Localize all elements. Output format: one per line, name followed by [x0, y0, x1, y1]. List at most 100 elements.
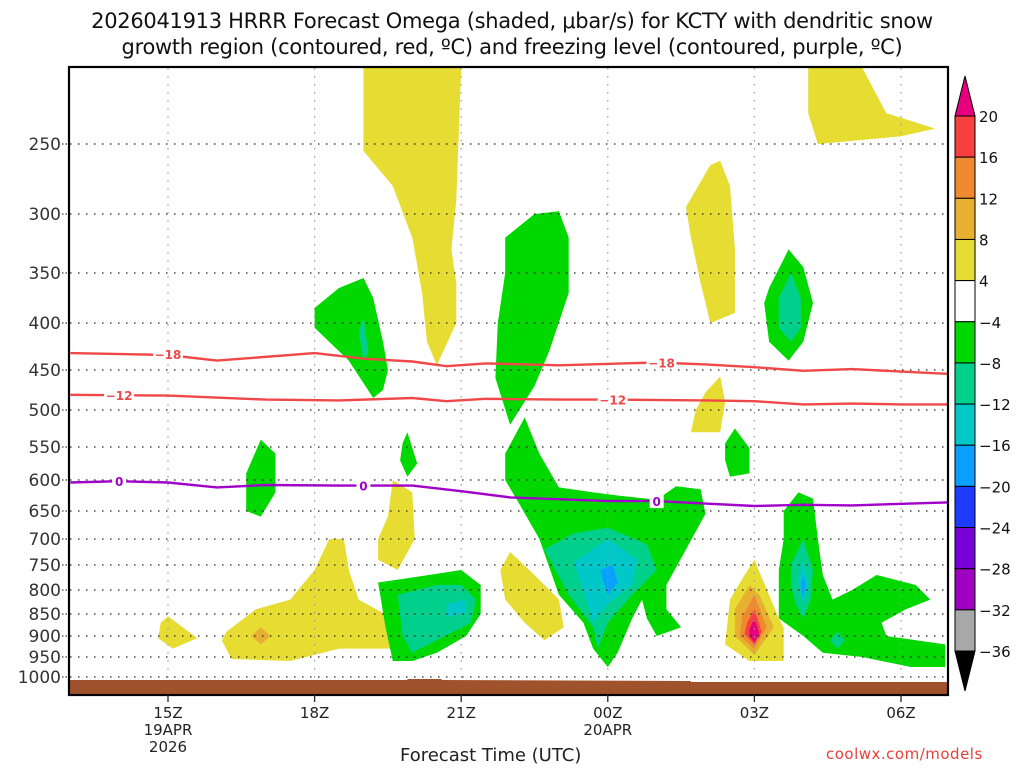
colorbar-swatch: [954, 238, 976, 282]
colorbar-label: 12: [979, 190, 998, 208]
omega-region-green-right-0400z: [778, 492, 945, 667]
x-tick-label: 00Z: [593, 704, 622, 722]
colorbar-swatch: [954, 403, 976, 446]
y-tick-label: 400: [29, 314, 61, 334]
y-tick-label: 250: [29, 135, 61, 155]
contour-label: −18: [155, 348, 182, 362]
y-tick-label: 850: [29, 605, 61, 625]
contour-label: −18: [648, 356, 675, 370]
contour-line-0: [70, 351, 947, 376]
colorbar-swatch: [954, 115, 976, 158]
chart-title: 2026041913 HRRR Forecast Omega (shaded, …: [0, 8, 1024, 60]
omega-region-green-550-0300z: [725, 428, 750, 477]
x-tick-label: 21Z: [447, 704, 476, 722]
omega-region-yellow-900-1530z: [158, 616, 198, 649]
omega-region-yellow-upper-19z: [363, 68, 462, 366]
colorbar-label: −16: [979, 437, 1011, 455]
omega-region-green-300-2230z: [495, 211, 569, 425]
x-tick-label: 15Z: [153, 704, 182, 722]
x-tick-date: 20APR: [583, 721, 632, 739]
colorbar-swatch: [954, 362, 976, 405]
grid: [70, 68, 947, 694]
y-tick-label: 350: [29, 264, 61, 284]
y-tick-label: 700: [29, 530, 61, 550]
y-tick-label: 650: [29, 502, 61, 522]
colorbar-label: −12: [979, 396, 1011, 414]
omega-region-green-400-1830z: [314, 278, 388, 398]
x-tick-year: 2026: [149, 738, 187, 756]
colorbar-over-triangle: [954, 75, 976, 117]
omega-region-blue-right-0400z: [800, 575, 806, 600]
contour-label-bg: [153, 347, 183, 362]
colorbar-label: −32: [979, 602, 1011, 620]
colorbar-swatch: [954, 156, 976, 199]
colorbar-label: −36: [979, 643, 1011, 661]
omega-region-teal-350-0400z: [778, 273, 801, 342]
y-tick-label: 1000: [18, 668, 61, 688]
colorbar-label: 16: [979, 149, 998, 167]
omega-region-teal-400-1830z: [358, 318, 369, 361]
contour-label: 0: [115, 475, 123, 489]
colorbar-label: −24: [979, 520, 1011, 538]
credit-link[interactable]: coolwx.com/models: [826, 745, 983, 763]
contour-label-bg: [597, 392, 628, 407]
colorbar-swatch: [954, 321, 976, 364]
omega-shading: [158, 68, 945, 667]
contour-label: 0: [359, 480, 367, 494]
colorbar: 20 16 12 8 4 −4 −8 −12 −16 −20 −24 −28 −32 −36: [954, 75, 1011, 692]
colorbar-swatch: [954, 568, 976, 611]
colorbar-label: −8: [979, 355, 1001, 373]
y-tick-label: 500: [29, 401, 61, 421]
colorbar-swatch: [954, 197, 976, 240]
plot-frame: [67, 65, 950, 697]
y-tick-label: 800: [29, 581, 61, 601]
omega-region-teal-0500z: [830, 631, 845, 649]
omega-region-yellow-0300z-5: [749, 618, 760, 643]
contour-label: 0: [652, 495, 660, 509]
x-tick-label: 18Z: [300, 704, 329, 722]
contour-label: −12: [106, 389, 133, 403]
omega-region-yellow-upper-05z: [808, 68, 936, 144]
y-tick-label: 600: [29, 471, 61, 491]
y-tick-label: 300: [29, 205, 61, 225]
surface-terrain: [70, 679, 947, 694]
omega-region-green-600-1700z: [246, 439, 276, 517]
omega-region-yellow-650-1930z: [378, 480, 415, 570]
y-axis: 2503003504004505005506006507007508008509…: [18, 135, 68, 688]
colorbar-under-triangle: [954, 650, 976, 692]
colorbar-swatch: [954, 485, 976, 529]
omega-region-yellow-upper-02z: [686, 160, 735, 323]
x-tick-date: 19APR: [144, 721, 193, 739]
contour-label-bg: [104, 387, 135, 402]
contour-label: −12: [599, 394, 626, 408]
omega-region-yellow-dgz-02z: [690, 376, 726, 433]
y-tick-label: 450: [29, 361, 61, 381]
x-axis-title: Forecast Time (UTC): [400, 745, 582, 766]
chart-title-line2: growth region (contoured, red, ºC) and f…: [121, 35, 903, 59]
y-tick-label: 550: [29, 438, 61, 458]
colorbar-label: −28: [979, 561, 1011, 579]
contour-label-bg: [649, 494, 664, 509]
chart-title-line1: 2026041913 HRRR Forecast Omega (shaded, …: [91, 9, 933, 33]
omega-region-orange-900-1800z: [251, 627, 271, 645]
plot-border: [67, 65, 950, 697]
omega-region-blue-big-0000z: [600, 565, 618, 595]
contour-label-bg: [646, 355, 677, 370]
omega-region-yellow-900-1800z: [221, 539, 393, 661]
contour-line-1: [70, 393, 947, 406]
colorbar-swatch: [954, 280, 976, 323]
colorbar-label: 4: [979, 273, 989, 291]
x-tick-label: 06Z: [886, 704, 915, 722]
x-tick-label: 03Z: [740, 704, 769, 722]
contour-label-bg: [112, 474, 127, 489]
colorbar-swatch: [954, 444, 976, 487]
colorbar-swatch: [954, 609, 976, 652]
surface-terrain-fill: [70, 679, 947, 694]
contours: −18 −18 −12 −12 0 0 0: [70, 347, 947, 509]
omega-region-teal-850-2100z: [397, 585, 476, 653]
contour-label-bg: [356, 478, 371, 493]
y-tick-label: 900: [29, 627, 61, 647]
contour-line-2: [70, 479, 947, 508]
